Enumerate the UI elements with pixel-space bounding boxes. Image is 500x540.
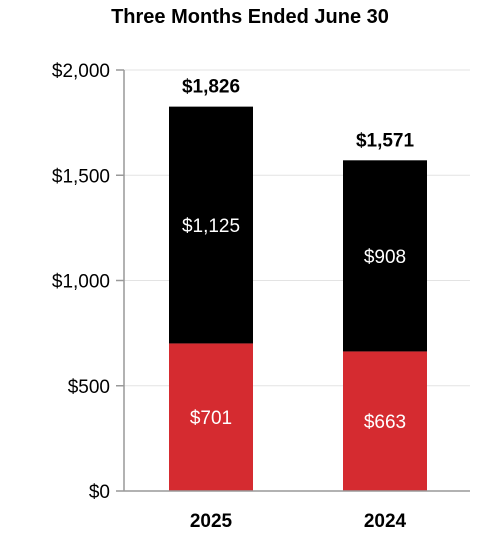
bar-segment [169,106,253,344]
bar-total-label: $1,826 [182,77,240,98]
bar-segment-label: $1,125 [182,216,240,237]
bar-total-label: $1,571 [356,130,415,151]
bar-segment-label: $908 [364,247,406,268]
bar-segment-label: $701 [190,408,232,429]
y-tick-label: $2,000 [52,61,110,82]
bar-segment-label: $663 [364,412,406,433]
y-tick-label: $1,500 [52,166,110,187]
x-category-label: 2024 [364,511,407,532]
chart-title: Three Months Ended June 30 [111,6,389,28]
y-tick-label: $1,000 [52,272,110,293]
y-tick-label: $0 [89,482,110,503]
bar-segment [343,351,427,491]
x-category-label: 2025 [190,511,233,532]
y-tick-label: $500 [68,377,110,398]
bar-segment [169,343,253,491]
bar-segment [343,160,427,352]
